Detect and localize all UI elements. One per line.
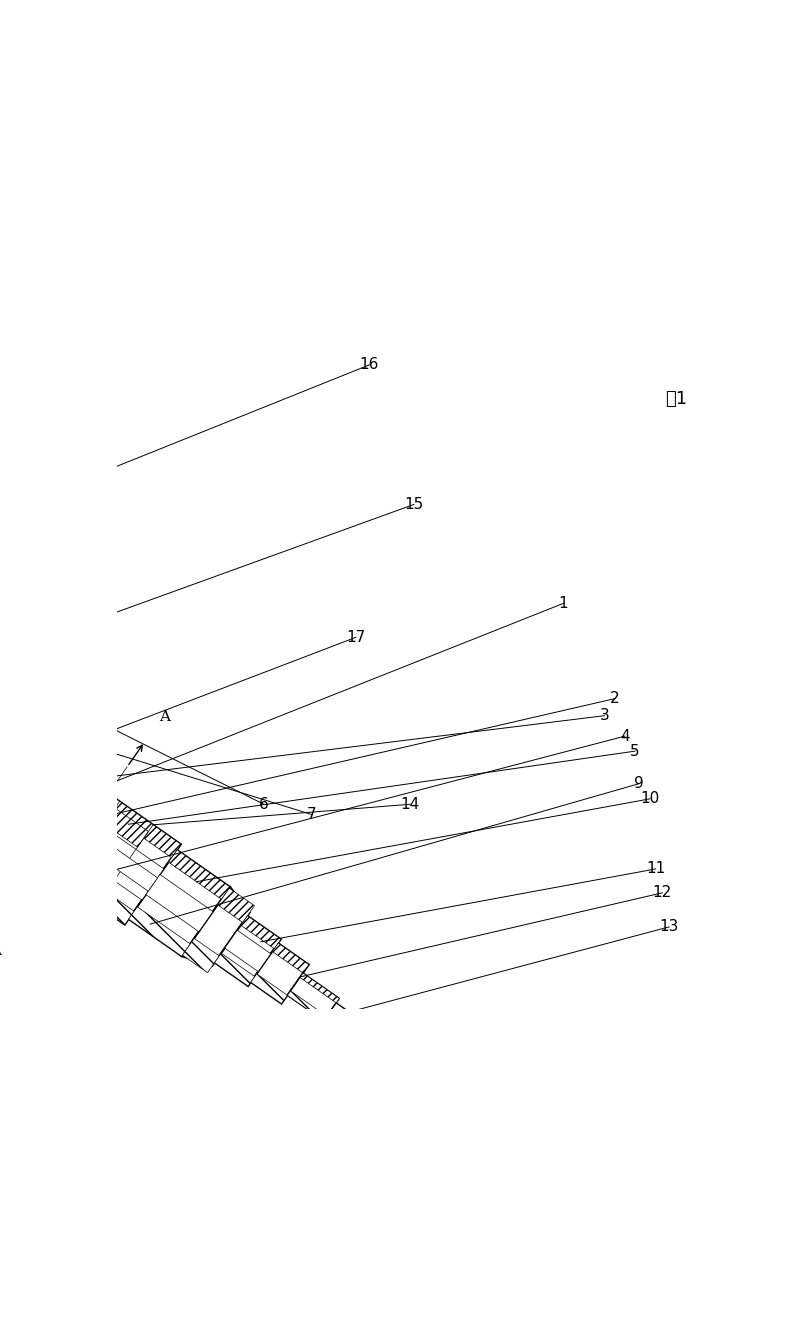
Text: 5: 5 [630, 744, 640, 759]
Polygon shape [35, 748, 181, 858]
Polygon shape [129, 850, 230, 957]
Text: 6: 6 [259, 796, 269, 812]
Text: 14: 14 [401, 796, 420, 812]
Text: 12: 12 [653, 886, 672, 900]
Polygon shape [182, 887, 250, 966]
Polygon shape [218, 888, 254, 922]
Text: 3: 3 [599, 708, 610, 723]
Polygon shape [0, 748, 181, 925]
Polygon shape [214, 953, 254, 986]
Polygon shape [129, 907, 190, 957]
Text: 11: 11 [646, 862, 665, 876]
Polygon shape [30, 756, 67, 791]
Polygon shape [326, 1003, 375, 1043]
Polygon shape [169, 850, 230, 899]
Text: 13: 13 [659, 919, 679, 934]
Polygon shape [0, 720, 43, 828]
Text: 16: 16 [360, 357, 379, 373]
Polygon shape [6, 774, 164, 900]
Text: 图1: 图1 [665, 390, 687, 407]
Text: 10: 10 [641, 791, 660, 807]
Text: 2: 2 [610, 691, 619, 707]
Polygon shape [0, 745, 29, 810]
Polygon shape [287, 973, 339, 1021]
Polygon shape [0, 685, 14, 736]
Text: A: A [159, 709, 170, 724]
Text: 9: 9 [634, 776, 643, 791]
Polygon shape [0, 685, 14, 810]
Polygon shape [272, 943, 309, 973]
Text: 1: 1 [558, 596, 568, 611]
Polygon shape [251, 974, 287, 1003]
Polygon shape [214, 915, 281, 986]
Polygon shape [287, 991, 326, 1021]
Polygon shape [241, 915, 281, 949]
Text: 15: 15 [404, 497, 423, 512]
Text: 7: 7 [306, 807, 316, 822]
Text: 4: 4 [620, 728, 630, 744]
Polygon shape [225, 930, 270, 971]
Polygon shape [251, 943, 309, 1003]
Polygon shape [0, 815, 134, 925]
Polygon shape [104, 808, 149, 847]
Polygon shape [146, 875, 213, 931]
Polygon shape [300, 973, 339, 1003]
Polygon shape [0, 808, 31, 842]
Text: A: A [0, 943, 2, 958]
Text: 17: 17 [346, 629, 366, 645]
Polygon shape [11, 782, 158, 891]
Polygon shape [182, 938, 219, 973]
Polygon shape [0, 720, 47, 764]
Polygon shape [68, 859, 113, 898]
Polygon shape [0, 754, 23, 800]
